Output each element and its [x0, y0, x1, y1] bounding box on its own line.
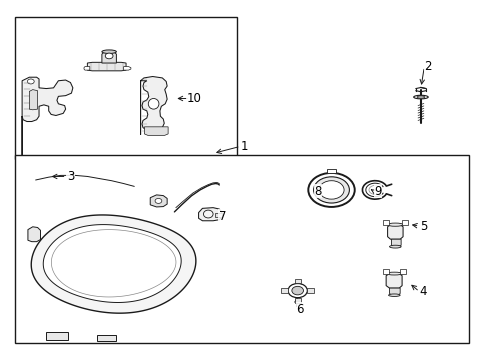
Polygon shape: [382, 269, 388, 274]
Polygon shape: [87, 62, 126, 71]
Polygon shape: [123, 67, 131, 70]
Text: 5: 5: [419, 220, 426, 233]
Polygon shape: [22, 77, 73, 155]
Polygon shape: [382, 220, 388, 225]
Text: 2: 2: [424, 60, 431, 73]
Text: 10: 10: [186, 92, 201, 105]
Ellipse shape: [102, 50, 116, 54]
Polygon shape: [401, 220, 407, 225]
Polygon shape: [140, 77, 167, 135]
Bar: [15, 17, 237, 159]
Ellipse shape: [387, 223, 402, 226]
Bar: [46, 332, 68, 340]
Polygon shape: [391, 239, 400, 247]
Text: 7: 7: [219, 210, 226, 222]
Polygon shape: [326, 169, 336, 173]
Bar: [15, 155, 468, 343]
Polygon shape: [389, 288, 399, 295]
Polygon shape: [399, 269, 405, 274]
Text: 1: 1: [240, 140, 248, 153]
Ellipse shape: [386, 272, 401, 275]
Text: 6: 6: [296, 303, 303, 316]
Text: 4: 4: [419, 285, 426, 298]
Polygon shape: [198, 208, 222, 221]
Text: 8: 8: [314, 185, 321, 198]
Polygon shape: [31, 215, 196, 313]
Circle shape: [105, 53, 113, 59]
Polygon shape: [102, 52, 116, 63]
Circle shape: [318, 181, 344, 199]
Polygon shape: [51, 230, 176, 297]
Polygon shape: [294, 279, 300, 283]
Ellipse shape: [148, 99, 159, 109]
Bar: [97, 334, 116, 341]
Ellipse shape: [413, 95, 427, 99]
Circle shape: [287, 283, 307, 298]
Text: 9: 9: [373, 185, 381, 198]
Ellipse shape: [388, 294, 399, 296]
Polygon shape: [84, 67, 90, 70]
Polygon shape: [150, 195, 167, 207]
Circle shape: [308, 173, 354, 207]
Polygon shape: [281, 288, 287, 293]
Polygon shape: [386, 274, 401, 288]
Polygon shape: [307, 288, 313, 293]
Polygon shape: [144, 127, 168, 135]
Circle shape: [27, 79, 34, 84]
Circle shape: [313, 177, 349, 203]
Circle shape: [291, 286, 303, 295]
Polygon shape: [43, 225, 181, 302]
Ellipse shape: [389, 245, 400, 248]
Polygon shape: [387, 225, 402, 239]
Polygon shape: [215, 213, 222, 217]
Ellipse shape: [416, 96, 424, 98]
Circle shape: [155, 198, 162, 203]
Ellipse shape: [203, 210, 213, 218]
Polygon shape: [294, 298, 300, 303]
Polygon shape: [28, 227, 41, 242]
Text: 3: 3: [67, 170, 74, 183]
Polygon shape: [29, 90, 38, 110]
